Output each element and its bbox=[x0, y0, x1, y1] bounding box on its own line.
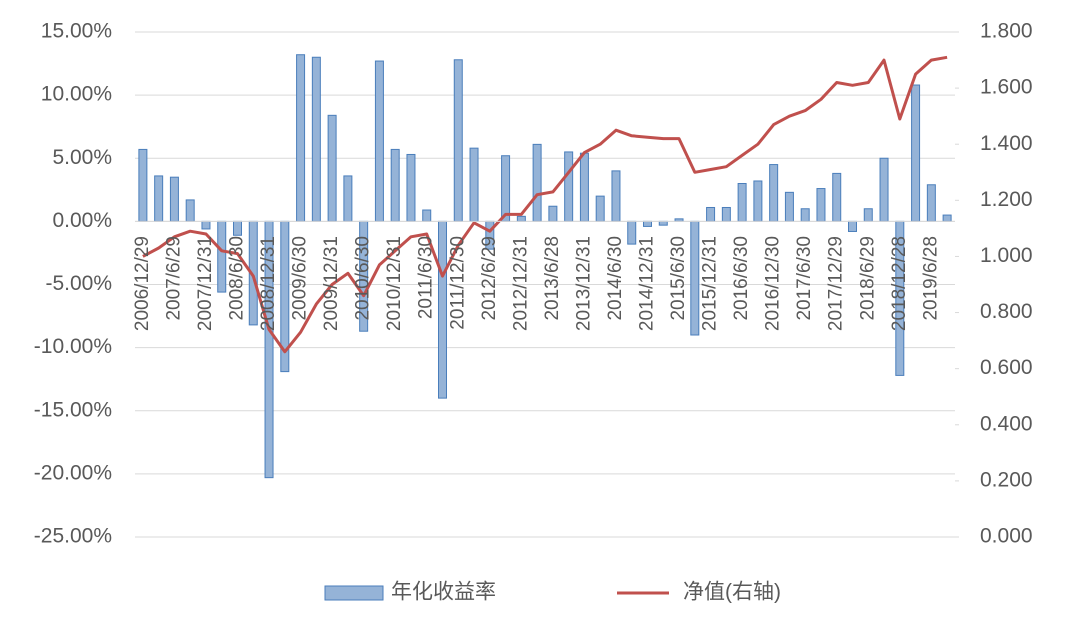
x-tick-label: 2016/6/30 bbox=[731, 236, 752, 321]
x-tick-label: 2012/6/29 bbox=[479, 236, 500, 321]
bar bbox=[863, 208, 873, 222]
bar bbox=[469, 147, 479, 222]
bar bbox=[706, 206, 716, 222]
y-tick-label: -20.00% bbox=[34, 461, 112, 484]
y2-tick-label: 0.600 bbox=[980, 356, 1033, 379]
bar bbox=[832, 172, 842, 222]
bar bbox=[737, 183, 747, 222]
legend-swatch bbox=[324, 585, 384, 601]
x-tick-label: 2016/12/30 bbox=[763, 236, 784, 331]
bar bbox=[816, 188, 826, 222]
x-tick-label: 2018/12/28 bbox=[889, 236, 910, 331]
x-tick-label: 2018/6/29 bbox=[857, 236, 878, 321]
x-tick-label: 2007/6/29 bbox=[163, 236, 184, 321]
y-tick-label: 15.00% bbox=[41, 20, 112, 43]
bar bbox=[690, 220, 700, 336]
y-tick-label: -25.00% bbox=[34, 525, 112, 548]
x-tick-label: 2006/12/29 bbox=[132, 236, 153, 331]
bar bbox=[422, 209, 432, 222]
bar bbox=[800, 208, 810, 222]
y2-tick-label: 1.600 bbox=[980, 76, 1033, 99]
bar bbox=[942, 214, 952, 222]
x-tick-label: 2017/6/30 bbox=[794, 236, 815, 321]
x-tick-label: 2009/6/30 bbox=[290, 236, 311, 321]
line bbox=[142, 55, 948, 354]
x-tick-label: 2015/6/30 bbox=[668, 236, 689, 321]
bar bbox=[753, 180, 763, 222]
bar bbox=[343, 175, 353, 222]
bar bbox=[579, 152, 589, 222]
bar bbox=[911, 84, 921, 222]
x-tick-label: 2013/6/28 bbox=[542, 236, 563, 321]
y-tick-label: 0.00% bbox=[52, 209, 112, 232]
x-tick-label: 2010/6/30 bbox=[353, 236, 374, 321]
y2-tick-label: 1.000 bbox=[980, 244, 1033, 267]
x-tick-label: 2007/12/31 bbox=[195, 236, 216, 331]
bar bbox=[327, 114, 337, 222]
bar bbox=[658, 220, 668, 226]
y-tick-label: -5.00% bbox=[45, 272, 112, 295]
bar bbox=[532, 143, 542, 222]
x-tick-label: 2015/12/31 bbox=[700, 236, 721, 331]
bar bbox=[564, 151, 574, 222]
x-tick-label: 2010/12/31 bbox=[384, 236, 405, 331]
bar bbox=[138, 148, 148, 222]
y-tick-label: 5.00% bbox=[52, 146, 112, 169]
bar bbox=[879, 157, 889, 222]
bar bbox=[595, 195, 605, 222]
y2-tick-label: 1.800 bbox=[980, 20, 1033, 43]
bar bbox=[453, 59, 463, 222]
bar bbox=[185, 199, 195, 222]
bar bbox=[169, 176, 179, 222]
y-tick-label: -10.00% bbox=[34, 335, 112, 358]
legend-label: 年化收益率 bbox=[391, 581, 496, 604]
x-tick-label: 2008/6/30 bbox=[227, 236, 248, 321]
legend-label: 净值(右轴) bbox=[683, 581, 781, 604]
x-tick-label: 2013/12/31 bbox=[573, 236, 594, 331]
bar bbox=[516, 215, 526, 222]
x-tick-label: 2014/12/31 bbox=[637, 236, 658, 331]
bar bbox=[769, 164, 779, 222]
bar bbox=[390, 148, 400, 222]
y2-tick-label: 1.200 bbox=[980, 188, 1033, 211]
bar bbox=[721, 206, 731, 222]
bar bbox=[784, 191, 794, 222]
x-tick-label: 2019/6/28 bbox=[920, 236, 941, 321]
bar bbox=[627, 220, 637, 245]
x-tick-label: 2011/6/30 bbox=[416, 236, 437, 319]
bar bbox=[296, 54, 306, 222]
x-tick-label: 2009/12/31 bbox=[321, 236, 342, 331]
bar bbox=[611, 170, 621, 222]
bar bbox=[438, 220, 447, 399]
bar bbox=[501, 155, 511, 222]
bar bbox=[311, 56, 321, 222]
bar bbox=[374, 60, 384, 222]
y2-tick-label: 0.200 bbox=[980, 468, 1033, 491]
bar bbox=[643, 220, 652, 227]
bar bbox=[406, 153, 416, 222]
bar bbox=[233, 220, 242, 236]
x-tick-label: 2012/12/31 bbox=[510, 236, 531, 331]
bar bbox=[201, 220, 211, 230]
y2-tick-label: 0.800 bbox=[980, 300, 1033, 323]
x-tick-label: 2011/12/30 bbox=[447, 236, 468, 330]
bar bbox=[548, 205, 558, 222]
y2-tick-label: 0.400 bbox=[980, 412, 1033, 435]
x-tick-label: 2017/12/29 bbox=[826, 236, 847, 331]
y2-tick-label: 0.000 bbox=[980, 525, 1033, 548]
bar bbox=[154, 175, 164, 222]
x-tick-label: 2008/12/31 bbox=[258, 236, 279, 331]
bar bbox=[926, 184, 936, 222]
y-tick-label: -15.00% bbox=[34, 398, 112, 421]
bar bbox=[848, 220, 857, 232]
bar bbox=[217, 220, 227, 293]
x-tick-label: 2014/6/30 bbox=[605, 236, 626, 321]
y2-tick-label: 1.400 bbox=[980, 132, 1033, 155]
y-tick-label: 10.00% bbox=[41, 83, 112, 106]
